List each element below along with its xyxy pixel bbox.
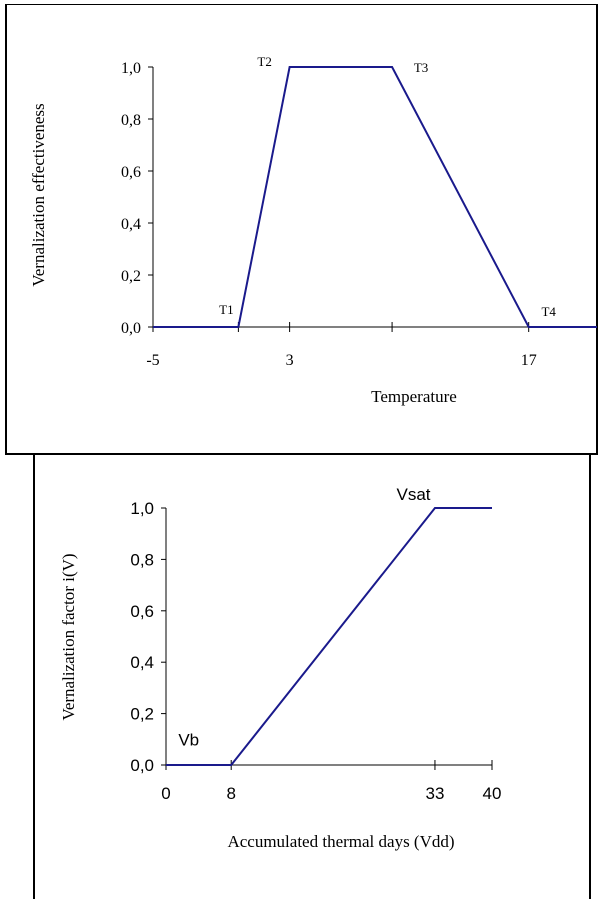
y-tick-label: 0,6	[130, 602, 154, 621]
x-tick-label: 33	[425, 784, 444, 803]
series-line	[166, 508, 492, 765]
annotation-label: T4	[541, 304, 556, 319]
x-tick-label: 8	[226, 784, 235, 803]
y-tick-label: 0,4	[130, 653, 154, 672]
y-tick-label: 1,0	[130, 499, 154, 518]
x-tick-label: -5	[146, 352, 159, 369]
annotation-label: Vb	[178, 730, 199, 749]
x-tick-label: 3	[286, 352, 294, 369]
y-axis-title: Vernalization factor i(V)	[59, 553, 78, 720]
x-tick-label: 17	[521, 352, 537, 369]
series-line	[153, 67, 597, 327]
annotation-label: Vsat	[396, 485, 430, 504]
y-tick-label: 0,0	[121, 320, 141, 337]
annotation-label: T1	[219, 302, 233, 317]
x-axis-title: Temperature	[371, 387, 457, 406]
y-axis-title: Vernalization effectiveness	[29, 103, 48, 286]
chart-panel-top: 0,0 0,2 0,4 0,6 0,8 1,0 -5 3 17 T1 T2 T3 T4 Temperatu…	[5, 4, 598, 455]
y-tick-label: 0,4	[121, 216, 141, 233]
y-tick-label: 0,6	[121, 164, 141, 181]
chart-panel-bottom: 0,0 0,2 0,4 0,6 0,8 1,0 0 8 33 40 Vb Vsat Accumulate…	[33, 455, 591, 899]
x-tick-label: 0	[161, 784, 170, 803]
factor-chart: 0,0 0,2 0,4 0,6 0,8 1,0 0 8 33 40 Vb Vsat Accumulate…	[35, 455, 589, 899]
annotation-label: T3	[414, 60, 428, 75]
x-axis-title: Accumulated thermal days (Vdd)	[227, 832, 454, 851]
y-tick-label: 0,2	[121, 268, 141, 285]
y-tick-label: 1,0	[121, 60, 141, 77]
effectiveness-chart: 0,0 0,2 0,4 0,6 0,8 1,0 -5 3 17 T1 T2 T3 T4 Temperatu…	[7, 5, 597, 453]
y-tick-label: 0,8	[121, 112, 141, 129]
y-tick-label: 0,2	[130, 705, 154, 724]
annotation-label: T2	[257, 54, 271, 69]
y-tick-label: 0,8	[130, 550, 154, 569]
x-tick-label: 40	[483, 784, 502, 803]
y-tick-label: 0,0	[130, 756, 154, 775]
